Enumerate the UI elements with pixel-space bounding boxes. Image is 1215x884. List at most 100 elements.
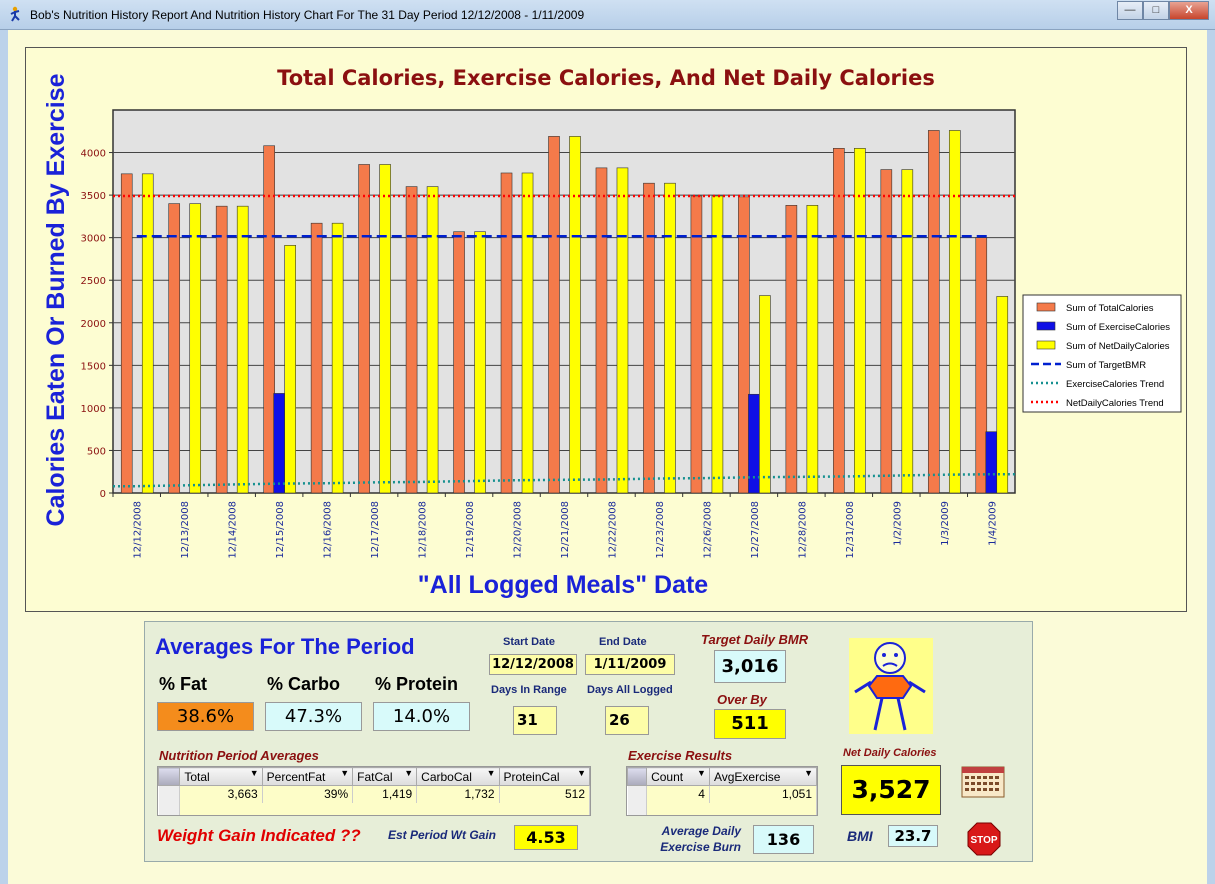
bar-sum-of-exercisecalories [985,431,998,494]
runner-icon [10,6,20,22]
legend-label: Sum of TargetBMR [1066,360,1146,371]
bar-sum-of-netdailycalories [426,186,439,494]
bar-sum-of-netdailycalories [854,148,866,494]
exercise-table[interactable]: Count ▼ AvgExercise ▼ 4 1,051 [626,766,818,816]
x-tick-label: 12/27/2008 [750,501,761,559]
bar-sum-of-totalcalories [168,203,181,494]
bar-sum-of-netdailycalories [996,296,1009,494]
table-cell[interactable]: 3,663 [179,785,263,803]
x-tick-label: 12/31/2008 [845,501,856,559]
table-row[interactable]: 3,663 39% 1,419 1,732 512 [158,785,590,803]
y-tick-label: 2500 [81,276,106,287]
table-cell[interactable]: 512 [499,785,590,803]
averages-heading: Averages For The Period [155,634,415,659]
table-cell[interactable]: 1,732 [416,785,500,803]
avg-burn-label-1: Average Daily [661,824,741,838]
column-header[interactable]: AvgExercise ▼ [708,767,818,786]
bar-sum-of-totalcalories [405,186,418,494]
x-tick-label: 12/28/2008 [797,501,808,559]
start-date-value: 12/12/2008 [489,654,577,675]
bar-sum-of-totalcalories [120,173,133,494]
column-header[interactable]: Count ▼ [646,767,710,786]
bar-sum-of-netdailycalories [901,169,914,494]
fat-label: % Fat [159,674,208,694]
bar-sum-of-netdailycalories [759,295,771,494]
chevron-down-icon[interactable]: ▼ [697,768,706,778]
table-cell[interactable]: 4 [646,785,710,803]
stop-button[interactable]: STOP [967,822,1001,856]
table-cell[interactable]: 1,419 [352,785,418,803]
x-tick-label: 12/22/2008 [607,501,618,559]
target-bmr-label: Target Daily BMR [701,632,809,647]
chevron-down-icon[interactable]: ▼ [249,768,259,778]
column-header[interactable]: ProteinCal ▼ [498,767,590,786]
status-figure [849,638,933,734]
protein-label: % Protein [375,674,459,694]
column-header[interactable]: PercentFat ▼ [261,767,354,786]
legend-label: ExerciseCalories Trend [1066,379,1164,390]
days-in-range-value: 31 [513,706,557,735]
start-date-label: Start Date [503,636,555,648]
bar-sum-of-totalcalories [215,205,228,494]
x-tick-label: 12/26/2008 [702,501,713,559]
maximize-button[interactable]: □ [1143,1,1169,20]
x-tick-label: 12/16/2008 [323,501,334,559]
x-tick-label: 12/13/2008 [180,501,191,559]
bar-sum-of-netdailycalories [331,222,344,494]
chart-legend: Sum of TotalCalories Sum of ExerciseCalor… [1022,294,1182,413]
calories-chart: Total Calories, Exercise Calories, And N… [42,66,1182,599]
legend-swatch [1036,321,1056,331]
chart-title: Total Calories, Exercise Calories, And N… [277,66,935,90]
close-button[interactable]: X [1169,1,1209,20]
legend-label: Sum of ExerciseCalories [1066,322,1170,333]
chevron-down-icon[interactable]: ▼ [804,768,813,778]
bar-sum-of-netdailycalories [474,231,486,494]
bar-sum-of-totalcalories [643,182,655,494]
stop-sign-icon[interactable]: STOP [967,822,1001,856]
chevron-down-icon[interactable]: ▼ [486,768,496,778]
days-logged-value: 26 [605,706,649,735]
stop-label: STOP [970,835,997,846]
column-header[interactable]: CarboCal ▼ [416,767,500,786]
column-header[interactable]: FatCal ▼ [352,767,418,786]
bar-sum-of-netdailycalories [189,203,202,494]
avg-burn-value: 136 [753,825,814,854]
over-by-value: 511 [714,709,786,739]
carbo-value: 47.3% [265,702,362,731]
bar-sum-of-netdailycalories [379,164,391,494]
table-cell[interactable]: 1,051 [709,785,818,803]
exercise-table-caption: Exercise Results [628,748,733,763]
bar-sum-of-totalcalories [738,196,750,494]
table-corner[interactable] [626,767,648,786]
est-wt-gain-value: 4.53 [514,825,578,850]
over-by-label: Over By [717,692,767,707]
legend-swatch [1036,302,1056,312]
bar-sum-of-netdailycalories [569,136,581,494]
chevron-down-icon[interactable]: ▼ [340,768,350,778]
x-tick-label: 12/23/2008 [655,501,666,559]
bar-sum-of-netdailycalories [236,205,249,494]
table-corner[interactable] [157,767,181,786]
chevron-down-icon[interactable]: ▼ [577,768,586,778]
carbo-label: % Carbo [267,674,341,694]
bar-sum-of-totalcalories [833,148,845,494]
bar-sum-of-totalcalories [500,172,513,494]
y-tick-label: 3500 [81,191,106,202]
chevron-down-icon[interactable]: ▼ [404,768,414,778]
calendar-icon[interactable] [961,766,1005,798]
x-tick-label: 12/15/2008 [275,501,286,559]
bar-sum-of-totalcalories [263,145,275,494]
bar-sum-of-totalcalories [595,167,608,494]
bar-sum-of-totalcalories [453,231,465,494]
table-row[interactable]: 4 1,051 [627,785,818,803]
nutrition-table[interactable]: Total ▼ PercentFat ▼ FatCal ▼ CarboCal ▼ Pro… [157,766,591,816]
x-tick-label: 12/21/2008 [560,501,571,559]
protein-value: 14.0% [373,702,470,731]
minimize-button[interactable]: — [1117,1,1143,20]
column-header[interactable]: Total ▼ [179,767,263,786]
days-in-range-label: Days In Range [491,684,567,696]
days-logged-label: Days All Logged [587,684,673,696]
bar-sum-of-totalcalories [880,169,893,494]
bar-sum-of-netdailycalories [616,167,629,494]
table-cell[interactable]: 39% [262,785,354,803]
